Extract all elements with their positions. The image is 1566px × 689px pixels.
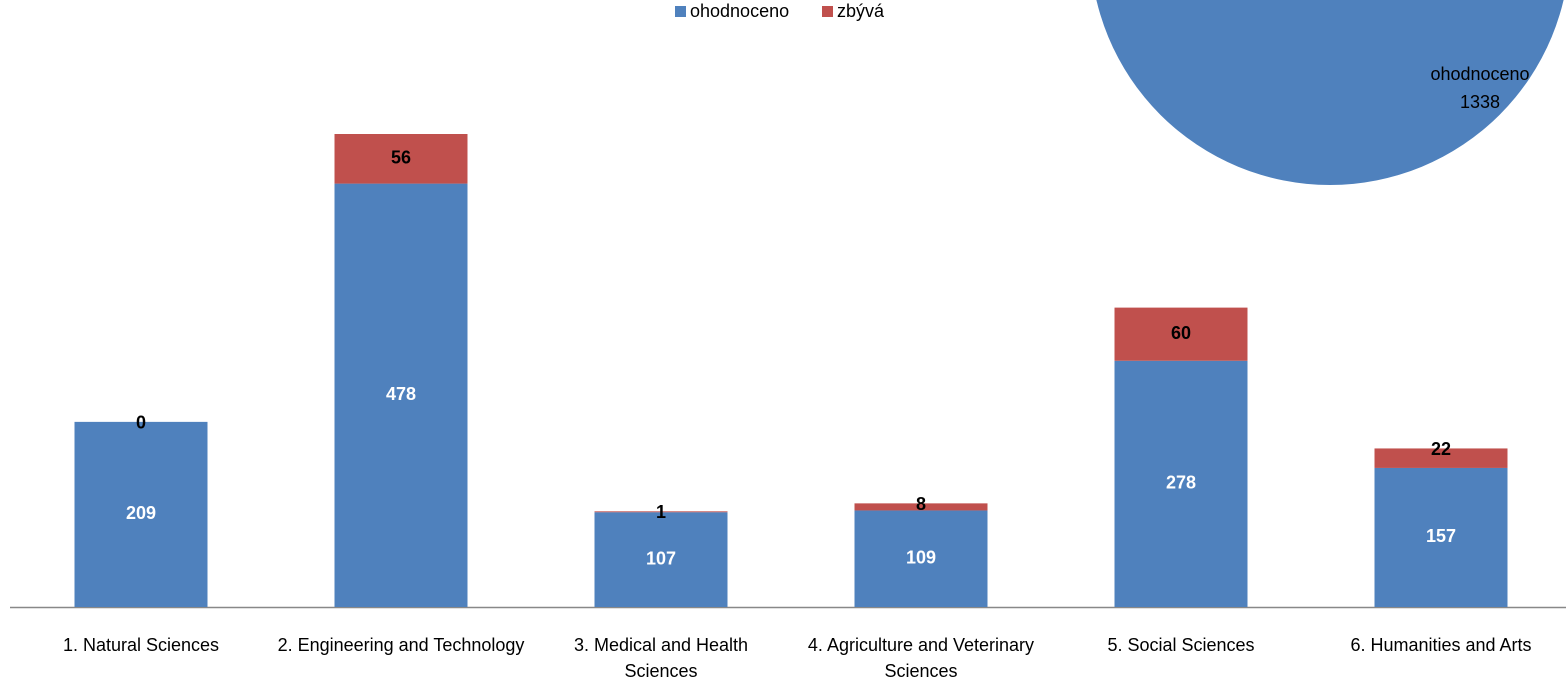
bar-segment: [1374, 467, 1508, 607]
bar-segment: [334, 183, 468, 607]
bar-segment: [594, 511, 728, 513]
legend-swatch: [822, 6, 833, 17]
x-tick-label: 3. Medical and Health Sciences: [573, 635, 749, 681]
pie-label-name: ohodnoceno: [1430, 64, 1529, 84]
bar-segment: [1114, 307, 1248, 361]
data-label: 22: [1431, 439, 1451, 459]
x-tick-label: 6. Humanities and Arts: [1350, 635, 1532, 655]
data-label: 278: [1166, 473, 1196, 493]
data-label: 109: [906, 547, 936, 567]
data-label: 0: [136, 413, 146, 433]
data-label: 1: [656, 502, 666, 522]
data-label: 107: [646, 548, 676, 568]
legend-label: ohodnoceno: [690, 1, 789, 21]
bar-segment: [334, 134, 468, 184]
pie-slice: [1096, 0, 1564, 185]
data-label: 8: [916, 494, 926, 514]
x-tick-label: 2. Engineering and Technology: [277, 635, 525, 655]
data-label: 60: [1171, 323, 1191, 343]
bar-segment: [1374, 448, 1508, 468]
data-label: 56: [391, 148, 411, 168]
x-tick-label: 5. Social Sciences: [1107, 635, 1255, 655]
legend-swatch: [675, 6, 686, 17]
x-tick-label: 4. Agriculture and Veterinary Sciences: [807, 635, 1035, 681]
legend-label: zbývá: [837, 1, 885, 21]
data-label: 478: [386, 384, 416, 404]
bar-segment: [1114, 360, 1248, 607]
bar-segment: [854, 503, 988, 511]
pie-label-value: 1338: [1460, 92, 1500, 112]
bar-segment: [74, 421, 208, 607]
data-label: 209: [126, 503, 156, 523]
bar-segment: [594, 512, 728, 607]
bar-segment: [854, 510, 988, 607]
x-tick-label: 1. Natural Sciences: [62, 635, 220, 655]
data-label: 157: [1426, 526, 1456, 546]
